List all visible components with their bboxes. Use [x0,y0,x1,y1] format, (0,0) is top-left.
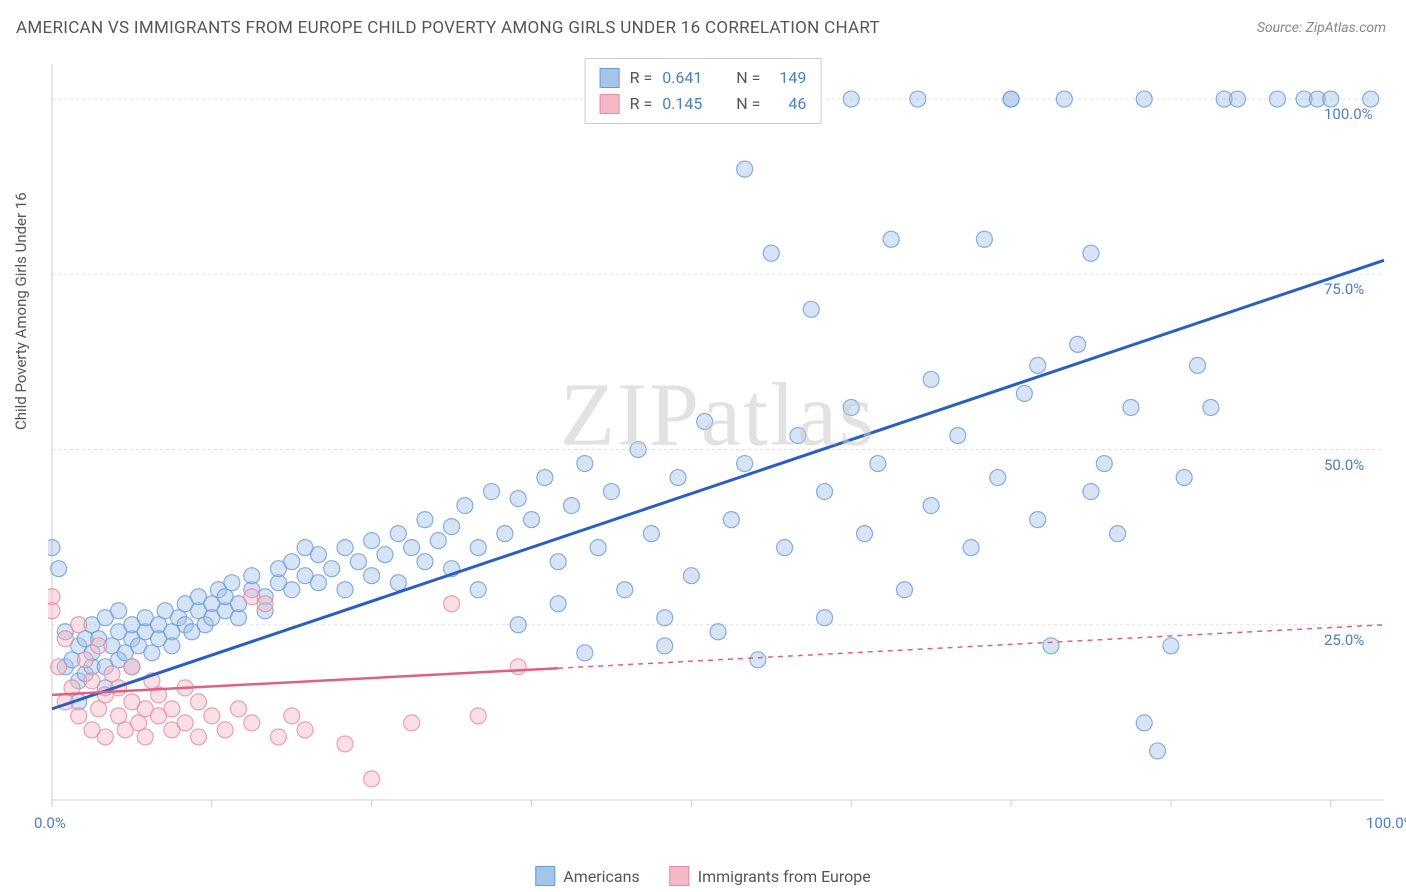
series-label: Americans [563,867,639,886]
correlation-legend-row: R = 0.641 N = 149 [600,65,807,91]
chart-svg [48,56,1388,836]
y-axis-tick-label: 100.0% [1324,105,1398,123]
source-attribution: Source: ZipAtlas.com [1257,20,1386,36]
series-legend-item: Americans [535,866,639,886]
correlation-legend: R = 0.641 N = 149 R = 0.145 N = 46 [585,58,822,124]
legend-swatch [670,866,690,886]
chart-title: AMERICAN VS IMMIGRANTS FROM EUROPE CHILD… [16,18,880,38]
r-label: R = [630,91,653,117]
x-axis-tick-label: 0.0% [34,814,66,886]
series-label: Immigrants from Europe [698,867,871,886]
n-value: 46 [770,91,806,117]
legend-swatch [600,94,620,114]
y-axis-tick-label: 25.0% [1324,631,1398,649]
scatter-chart: ZIPatlas [48,56,1388,836]
n-label: N = [736,65,760,91]
n-label: N = [736,91,760,117]
y-axis-tick-label: 50.0% [1324,456,1398,474]
series-legend: Americans Immigrants from Europe [535,866,870,886]
r-label: R = [630,65,653,91]
n-value: 149 [770,65,806,91]
x-axis-tick-label: 100.0% [1366,814,1406,886]
legend-swatch [600,68,620,88]
r-value: 0.145 [662,91,712,117]
series-legend-item: Immigrants from Europe [670,866,871,886]
correlation-legend-row: R = 0.145 N = 46 [600,91,807,117]
r-value: 0.641 [662,65,712,91]
legend-swatch [535,866,555,886]
y-axis-tick-label: 75.0% [1324,280,1398,298]
y-axis-label: Child Poverty Among Girls Under 16 [12,192,30,430]
